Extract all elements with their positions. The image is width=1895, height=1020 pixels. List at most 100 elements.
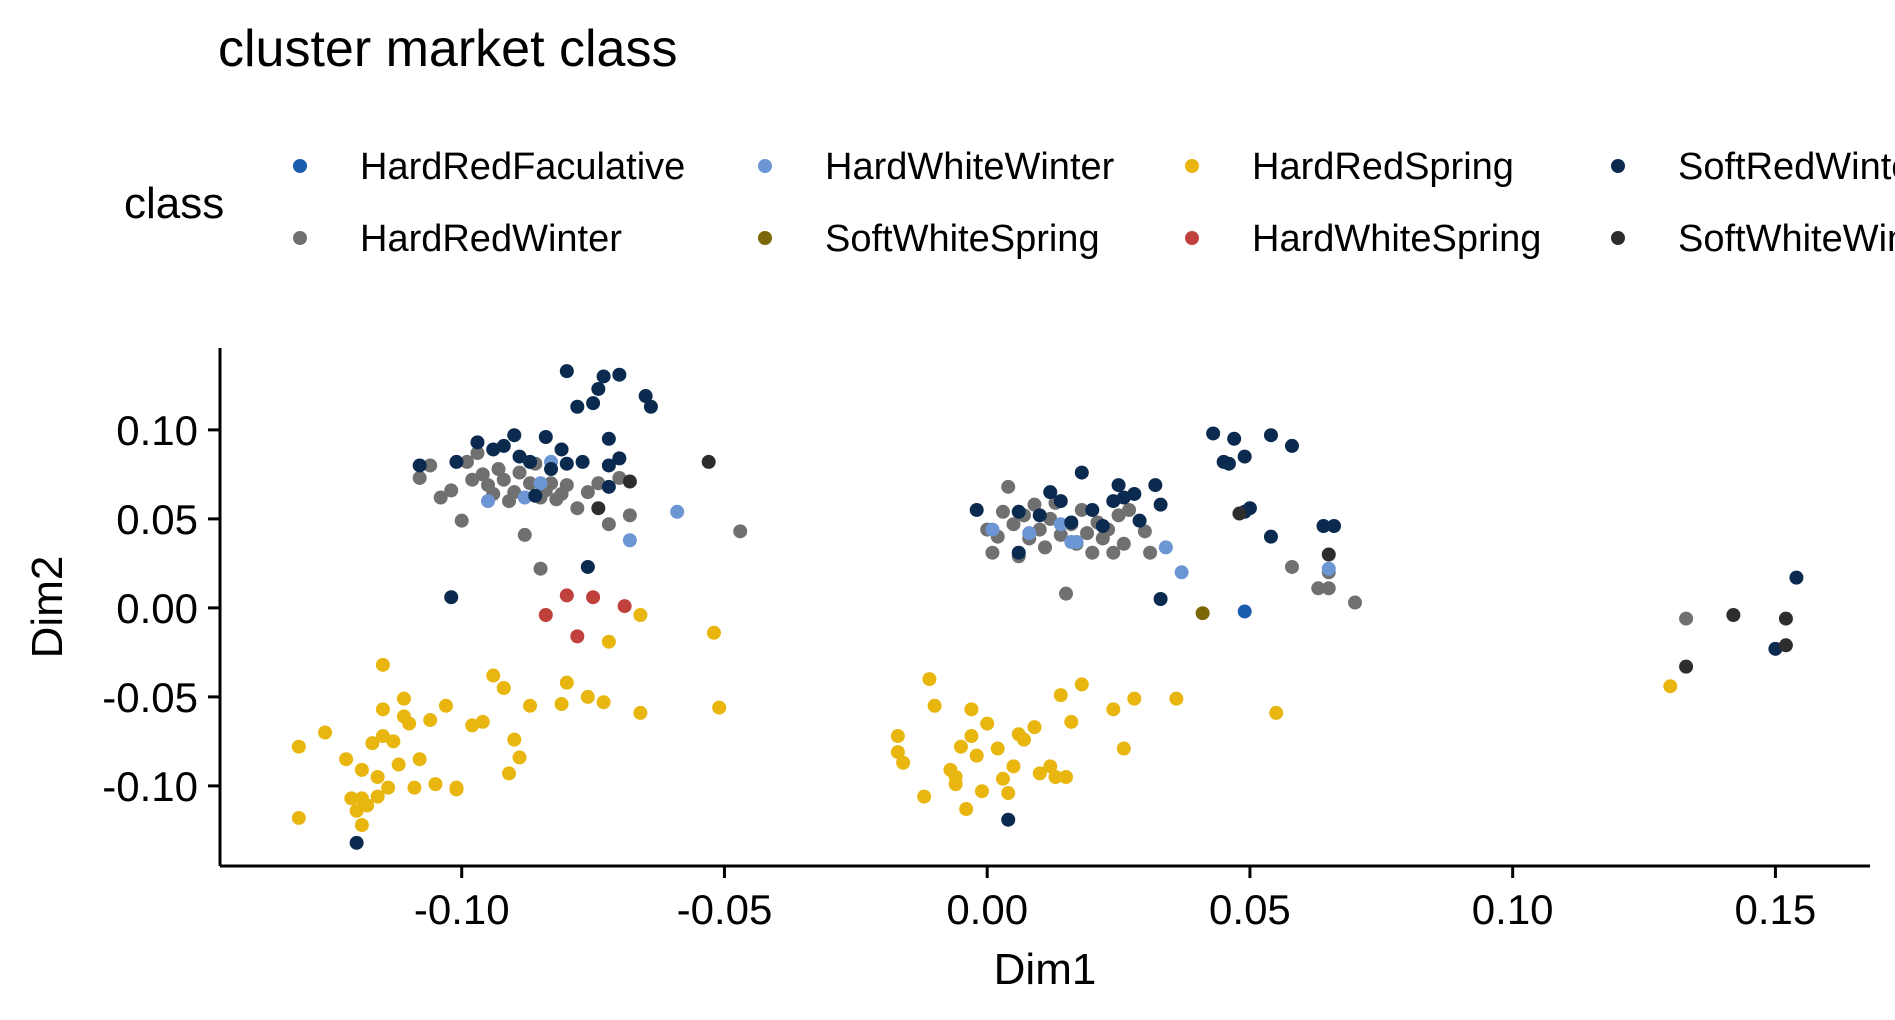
data-point xyxy=(349,803,364,818)
data-point xyxy=(433,490,448,505)
data-point xyxy=(1237,604,1252,619)
y-tick-label: -0.05 xyxy=(102,674,198,721)
data-point xyxy=(1064,714,1079,729)
data-point xyxy=(1111,478,1126,493)
data-point xyxy=(344,791,359,806)
data-point xyxy=(670,504,685,519)
data-point xyxy=(1174,565,1189,580)
legend-swatch xyxy=(1185,231,1199,245)
data-point xyxy=(1153,591,1168,606)
legend-swatch xyxy=(758,159,772,173)
data-point xyxy=(622,508,637,523)
data-point xyxy=(1311,581,1326,596)
data-point xyxy=(596,369,611,384)
series-HardRedWinter xyxy=(412,446,1694,626)
data-point xyxy=(559,478,574,493)
data-point xyxy=(1122,502,1137,517)
data-point xyxy=(528,488,543,503)
data-point xyxy=(507,485,522,500)
data-point xyxy=(980,716,995,731)
data-point xyxy=(570,501,585,516)
data-point xyxy=(1016,732,1031,747)
legend: class HardRedFaculativeHardRedWinterHard… xyxy=(124,146,1895,260)
data-point xyxy=(953,739,968,754)
data-point xyxy=(1032,508,1047,523)
data-point xyxy=(475,714,490,729)
data-point xyxy=(544,476,559,491)
data-point xyxy=(922,672,937,687)
x-axis-title: Dim1 xyxy=(994,945,1097,994)
data-point xyxy=(622,474,637,489)
data-point xyxy=(1679,611,1694,626)
data-point xyxy=(959,802,974,817)
data-point xyxy=(580,689,595,704)
data-point xyxy=(1053,517,1068,532)
data-point xyxy=(370,769,385,784)
data-point xyxy=(1263,529,1278,544)
data-point xyxy=(601,479,616,494)
data-point xyxy=(1321,561,1336,576)
data-point xyxy=(507,428,522,443)
data-point xyxy=(559,456,574,471)
data-point xyxy=(1001,479,1016,494)
y-axis-title: Dim2 xyxy=(23,556,72,659)
data-point xyxy=(402,716,417,731)
data-point xyxy=(622,533,637,548)
legend-label: SoftRedWinter xyxy=(1678,146,1895,188)
series-HardRedSpring xyxy=(291,608,1678,833)
data-point xyxy=(1059,586,1074,601)
data-point xyxy=(596,695,611,710)
data-point xyxy=(444,590,459,605)
data-point xyxy=(1143,545,1158,560)
data-point xyxy=(1053,527,1068,542)
data-point xyxy=(391,757,406,772)
data-point xyxy=(1006,759,1021,774)
data-point xyxy=(612,470,627,485)
data-point xyxy=(612,451,627,466)
data-point xyxy=(1001,812,1016,827)
data-point xyxy=(1195,606,1210,621)
data-point xyxy=(1158,540,1173,555)
data-point xyxy=(465,718,480,733)
data-point xyxy=(412,752,427,767)
legend-label: SoftWhiteWinter xyxy=(1678,218,1895,260)
plot-area: -0.10 -0.05 0.00 0.05 0.10 0.15 -0.10 -0.05 0.0… xyxy=(102,348,1870,933)
data-point xyxy=(1069,535,1084,550)
data-point xyxy=(733,524,748,539)
legend-swatch xyxy=(293,159,307,173)
data-point xyxy=(1085,545,1100,560)
data-point xyxy=(917,789,932,804)
data-point xyxy=(407,780,422,795)
data-point xyxy=(486,668,501,683)
data-point xyxy=(985,545,1000,560)
data-point xyxy=(517,490,532,505)
data-point xyxy=(586,396,601,411)
data-point xyxy=(486,442,501,457)
data-point xyxy=(1032,522,1047,537)
data-point xyxy=(969,502,984,517)
data-point xyxy=(633,705,648,720)
data-point xyxy=(1221,456,1236,471)
data-point xyxy=(1001,786,1016,801)
data-point xyxy=(1027,720,1042,735)
data-point xyxy=(995,504,1010,519)
series-HardRedFaculative xyxy=(1237,604,1252,619)
data-point xyxy=(1768,641,1783,656)
data-point xyxy=(444,483,459,498)
data-point xyxy=(1284,438,1299,453)
data-point xyxy=(559,675,574,690)
data-point xyxy=(354,818,369,833)
series-HardWhiteSpring xyxy=(538,588,632,644)
data-point xyxy=(974,784,989,799)
data-point xyxy=(538,430,553,445)
data-point xyxy=(1106,545,1121,560)
x-tick-label: -0.10 xyxy=(414,886,510,933)
data-point xyxy=(948,777,963,792)
data-point xyxy=(1778,638,1793,653)
data-point xyxy=(1679,659,1694,674)
data-point xyxy=(1284,559,1299,574)
data-point xyxy=(496,680,511,695)
data-point xyxy=(559,364,574,379)
legend-label: HardWhiteSpring xyxy=(1252,218,1541,260)
data-point xyxy=(1074,502,1089,517)
